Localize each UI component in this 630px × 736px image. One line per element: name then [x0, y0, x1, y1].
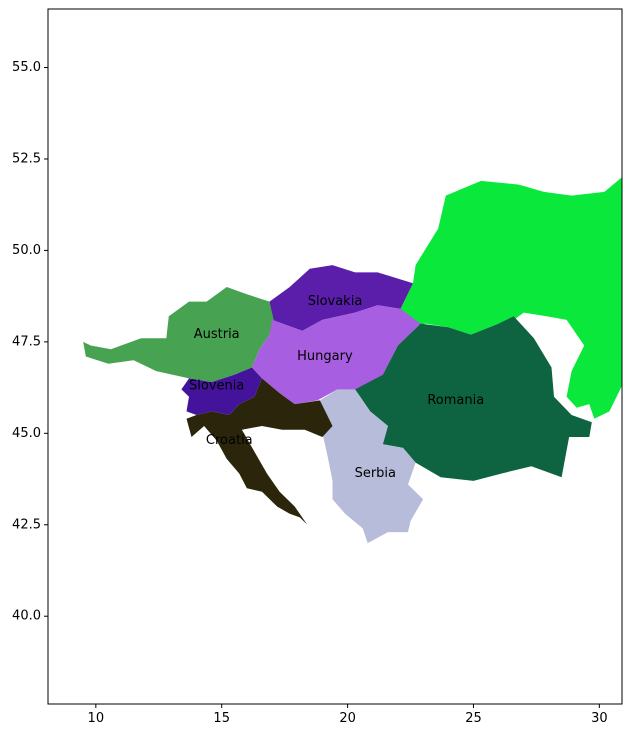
label-romania: Romania	[427, 393, 484, 408]
x-axis-ticks: 10 15 20 25 30	[88, 704, 608, 726]
axes-frame	[47, 8, 623, 705]
x-tick-label: 20	[339, 711, 356, 726]
label-serbia: Serbia	[355, 466, 396, 481]
region-austria	[83, 287, 275, 383]
y-tick-label: 45.0	[12, 426, 41, 441]
label-croatia: Croatia	[206, 433, 253, 448]
y-tick-label: 52.5	[12, 151, 41, 166]
label-austria: Austria	[194, 327, 240, 342]
label-slovenia: Slovenia	[189, 378, 244, 393]
region-ukraine	[400, 177, 622, 419]
country-labels: Slovakia Austria Hungary Romania Serbia Slove…	[189, 294, 484, 481]
region-slovenia	[181, 367, 262, 415]
x-tick-label: 15	[213, 711, 230, 726]
label-hungary: Hungary	[297, 349, 353, 364]
y-tick-label: 42.5	[12, 517, 41, 532]
x-tick-label: 10	[88, 711, 105, 726]
region-slovakia	[269, 265, 413, 331]
region-serbia	[319, 389, 424, 544]
region-hungary	[251, 305, 421, 405]
y-tick-label: 47.5	[12, 334, 41, 349]
label-slovakia: Slovakia	[308, 294, 363, 309]
x-tick-label: 25	[465, 711, 482, 726]
country-regions	[83, 177, 622, 544]
y-tick-label: 40.0	[12, 609, 41, 624]
region-croatia	[186, 378, 333, 525]
y-tick-label: 55.0	[12, 60, 41, 75]
region-romania	[355, 316, 592, 481]
y-tick-label: 50.0	[12, 243, 41, 258]
y-axis-ticks: 40.0 42.5 45.0 47.5 50.0 52.5 55.0	[12, 60, 48, 624]
x-tick-label: 30	[591, 711, 608, 726]
